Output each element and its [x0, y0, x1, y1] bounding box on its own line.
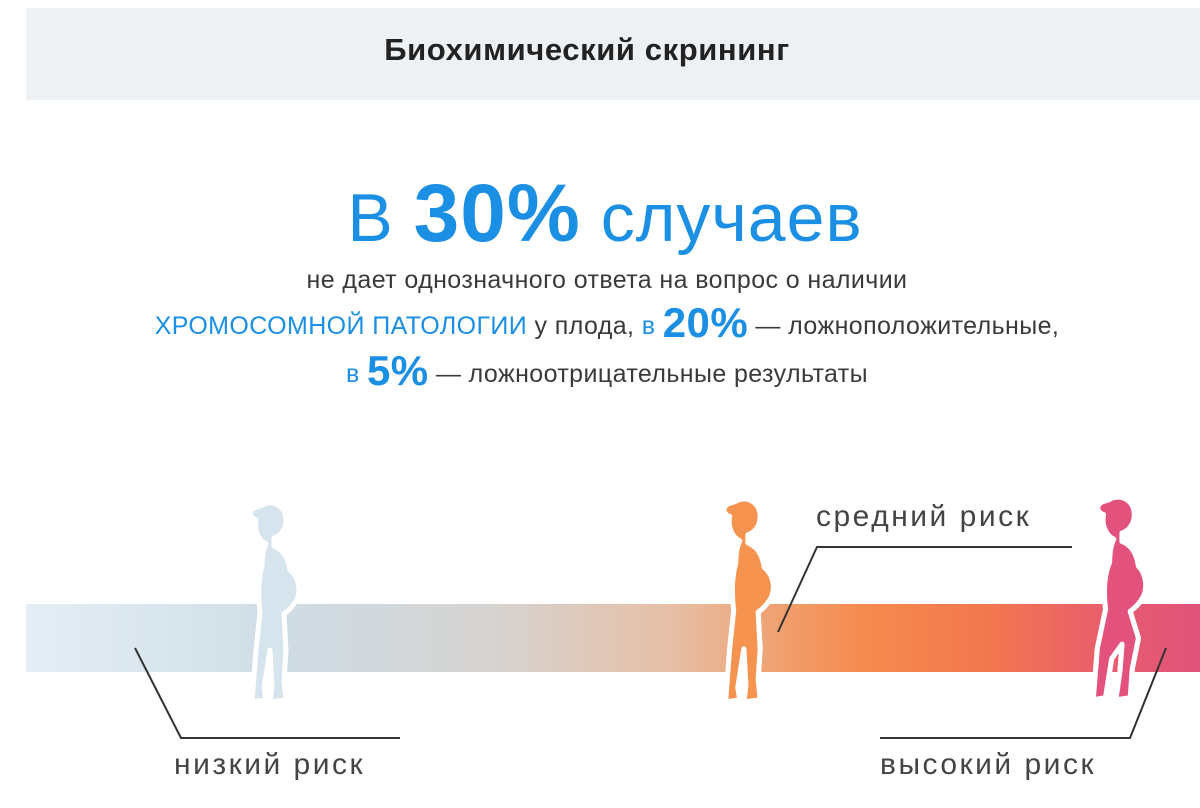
medium-risk-callout-line: [777, 546, 1072, 633]
low-risk-callout-line: [134, 647, 400, 739]
line2-tail: — ложноположительные,: [755, 312, 1060, 340]
high-risk-label: высокий риск: [880, 748, 1097, 781]
description-line-1: не дает однозначного ответа на вопрос о …: [306, 266, 908, 294]
highlight-text: ХРОМОСОМНОЙ ПАТОЛОГИИ: [154, 312, 528, 340]
line2-mid: у плода,: [534, 312, 635, 340]
pregnant-woman-high-icon: [1090, 494, 1149, 703]
headline-suffix: случаев: [600, 180, 863, 256]
header-banner: Биохимический скрининг: [26, 8, 1200, 100]
pregnant-woman-medium-icon: [721, 496, 776, 705]
description-line-2: ХРОМОСОМНОЙ ПАТОЛОГИИ у плода, в 20% — л…: [0, 302, 1200, 347]
false-positive-value: 20%: [662, 299, 749, 346]
description-line-3: в 5% — ложноотрицательные результаты: [0, 350, 1200, 395]
line3-tail: — ложноотрицательные результаты: [435, 360, 868, 388]
headline-value: 30%: [413, 168, 581, 259]
headline-prefix: В: [347, 180, 394, 256]
pregnant-woman-low-icon: [247, 500, 302, 705]
page-title: Биохимический скрининг: [384, 32, 790, 67]
risk-gradient-bar: [26, 604, 1200, 672]
high-risk-callout-line: [880, 647, 1167, 739]
line2-pre: в: [641, 312, 656, 340]
false-negative-value: 5%: [367, 347, 429, 394]
low-risk-label: низкий риск: [174, 748, 366, 781]
headline: В 30% случаев: [0, 168, 1200, 264]
line3-pre: в: [345, 360, 360, 388]
medium-risk-label: средний риск: [816, 500, 1032, 533]
